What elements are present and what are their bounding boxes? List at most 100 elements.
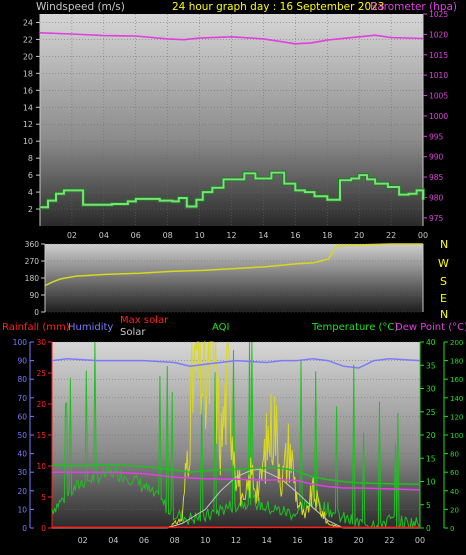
barometer-tick-label: 990 [429,153,444,162]
humidity-tick-label: 10 [17,505,27,514]
barometer-tick-label: 1005 [429,92,448,101]
humidity-tick-label: 60 [17,412,27,421]
dewpoint-line [52,471,421,491]
temperature-tick-label: 20 [426,431,436,440]
humidity-tick-label: 80 [17,375,27,384]
barometer-tick-label: 975 [429,214,444,223]
temperature-tick-label: 35 [426,361,436,370]
legend-solar: Solar [120,327,146,338]
humidity-tick-label: 70 [17,394,27,403]
windspeed-axis-label: Windspeed (m/s) [36,1,125,13]
time-tick-label: 04 [99,231,109,240]
time-tick-label: 20 [354,231,364,240]
time-tick-label: 12 [231,536,241,545]
time-tick-label: 16 [292,536,302,545]
humidity-tick-label: 20 [17,487,27,496]
temperature-tick-label: 0 [426,524,431,533]
windspeed-tick-label: 12 [23,120,33,129]
time-tick-label: 14 [258,231,268,240]
aqi-tick-label: 200 [450,339,463,347]
aqi-tick-label: 120 [450,413,463,421]
panel2-grid [45,243,423,313]
rainfall-tick-label: 30 [36,338,46,347]
compass-label-n-bottom: N [440,308,448,321]
compass-label-e: E [440,292,447,305]
humidity-tick-label: 100 [13,338,28,347]
humidity-tick-label: 30 [17,468,27,477]
humidity-tick-label: 50 [17,431,27,440]
rainfall-tick-label: 0 [41,524,46,533]
time-tick-label: 20 [354,536,364,545]
humidity-tick-label: 40 [17,450,27,459]
windspeed-tick-label: 16 [23,86,33,95]
windspeed-tick-label: 20 [23,52,33,61]
panel3-time-axis: 02 04 06 08 10 12 14 16 18 20 22 00 [78,536,426,545]
time-tick-label: 22 [386,231,396,240]
aqi-tick-label: 140 [450,395,463,403]
legend-dewpoint: Dew Point (°C) [395,322,466,333]
time-tick-label: 18 [323,536,333,545]
time-tick-label: 18 [322,231,332,240]
barometer-axis-label: Barometer (hpa) [370,1,457,13]
windspeed-tick-label: 24 [23,18,33,27]
humidity-tick-label: 90 [17,357,27,366]
time-tick-label: 12 [226,231,236,240]
rainfall-tick-label: 15 [36,431,46,440]
aqi-tick-label: 20 [450,506,459,514]
time-tick-label: 08 [163,231,173,240]
temperature-tick-label: 40 [426,338,436,347]
panel3-grid [52,341,420,529]
barometer-tick-label: 1020 [429,30,448,39]
wind-direction-line [44,243,423,287]
legend-max-solar: Max solar [120,315,169,326]
direction-axis: 0 90 180 270 360 [25,240,424,317]
rainfall-tick-label: 10 [36,462,46,471]
humidity-tick-label: 0 [22,524,27,533]
humidity-line [51,357,421,369]
barometer-tick-label: 980 [429,193,444,202]
rainfall-tick-label: 5 [41,493,46,502]
aqi-tick-label: 60 [450,469,459,477]
aqi-line [51,341,421,529]
legend-humidity: Humidity [68,322,113,333]
barometer-tick-label: 1000 [429,112,448,121]
windspeed-tick-label: 22 [23,35,33,44]
aqi-tick-label: 160 [450,376,463,384]
panel1-series [39,32,425,210]
barometer-tick-label: 995 [429,132,444,141]
direction-tick-label: 360 [25,240,40,249]
temperature-tick-label: 5 [426,501,431,510]
temperature-tick-label: 30 [426,385,436,394]
time-tick-label: 02 [78,536,88,545]
time-tick-label: 04 [108,536,118,545]
windspeed-tick-label: 2 [28,205,33,214]
time-tick-label: 00 [418,231,428,240]
legend-aqi: AQI [212,322,230,333]
time-tick-label: 22 [384,536,394,545]
barometer-tick-label: 1015 [429,51,448,60]
time-tick-label: 16 [290,231,300,240]
wind-direction-panel: 0 90 180 270 360 N W S E N [25,238,449,321]
panel3-series [51,340,421,529]
multi-sensor-panel: 0102030405060708090100051015202530051015… [13,338,464,545]
aqi-tick-label: 40 [450,488,459,496]
time-tick-label: 02 [67,231,77,240]
barometer-tick-label: 1010 [429,71,448,80]
panel3-axes: 0 10 20 30 40 50 60 70 80 90 100 0 5 10 15 20 25 30 0 5 10 15… [13,338,464,533]
time-tick-label: 06 [131,231,141,240]
direction-tick-label: 90 [29,291,39,300]
temperature-line [51,464,421,486]
aqi-tick-label: 0 [450,525,454,533]
legend: Rainfall (mm) Humidity Max solar Solar A… [2,315,466,338]
rainfall-tick-label: 20 [36,400,46,409]
rainfall-tick-label: 25 [36,369,46,378]
windspeed-tick-label: 14 [23,103,33,112]
windspeed-line [40,171,424,209]
panel2-series [44,243,423,287]
compass-label-n-top: N [440,238,448,251]
aqi-tick-label: 180 [450,358,463,366]
time-tick-label: 14 [262,536,272,545]
direction-tick-label: 0 [34,308,39,317]
